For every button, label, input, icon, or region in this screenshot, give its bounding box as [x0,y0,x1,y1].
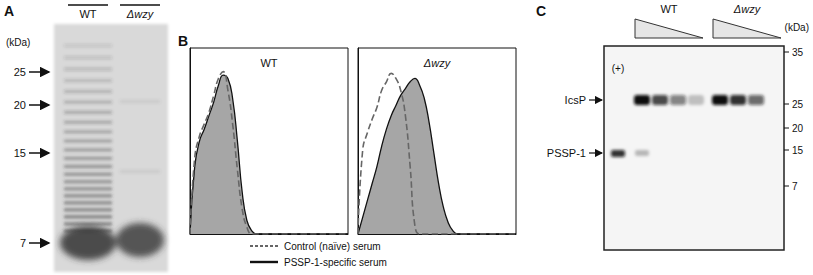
svg-text:20: 20 [14,99,26,111]
svg-text:(kDa): (kDa) [785,22,809,33]
svg-text:Control (naïve) serum: Control (naïve) serum [284,241,381,252]
svg-text:35: 35 [792,47,804,58]
svg-text:20: 20 [792,123,804,134]
svg-text:Δwzy: Δwzy [733,3,762,15]
svg-text:WT: WT [79,8,96,20]
svg-text:A: A [4,3,14,19]
svg-text:15: 15 [14,147,26,159]
svg-text:C: C [536,3,546,19]
svg-text:25: 25 [14,66,26,78]
svg-text:(+): (+) [612,63,625,74]
svg-text:15: 15 [792,145,804,156]
svg-text:IcsP: IcsP [565,94,586,106]
svg-text:(kDa): (kDa) [6,37,30,48]
svg-text:B: B [178,33,188,49]
svg-text:Δwzy: Δwzy [423,57,452,69]
svg-text:7: 7 [792,181,798,192]
svg-text:WT: WT [260,57,277,69]
svg-text:PSSP-1-specific serum: PSSP-1-specific serum [284,257,387,268]
svg-text:WT: WT [660,3,677,15]
svg-text:7: 7 [20,237,26,249]
svg-text:25: 25 [792,99,804,110]
svg-text:PSSP-1: PSSP-1 [547,147,586,159]
svg-text:Δwzy: Δwzy [126,8,155,20]
